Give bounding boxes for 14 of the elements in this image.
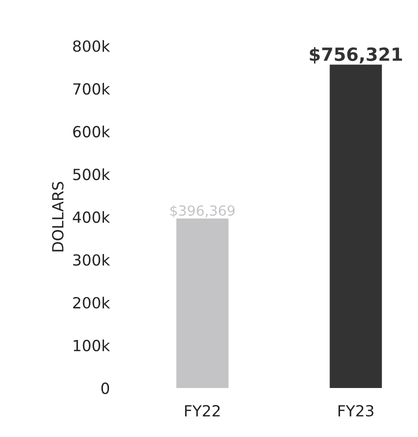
x-tick-label: FY23: [338, 404, 374, 417]
x-tick-label: FY22: [185, 404, 220, 416]
y-tick-label: 600k: [73, 126, 110, 138]
y-tick-label: 400k: [72, 211, 110, 223]
y-tick-label: 100k: [74, 339, 110, 352]
y-tick-label: 800k: [73, 40, 110, 52]
y-tick-label: 300k: [73, 254, 110, 266]
data-label: $396,369: [170, 205, 235, 218]
y-tick-label: 700k: [73, 82, 110, 95]
y-axis-title: DOLLARS: [52, 182, 64, 252]
y-tick-label: 500k: [73, 168, 110, 180]
y-tick-label: 200k: [73, 296, 110, 309]
data-label: $756,321: [310, 47, 402, 64]
y-tick-label: 0: [101, 382, 110, 394]
